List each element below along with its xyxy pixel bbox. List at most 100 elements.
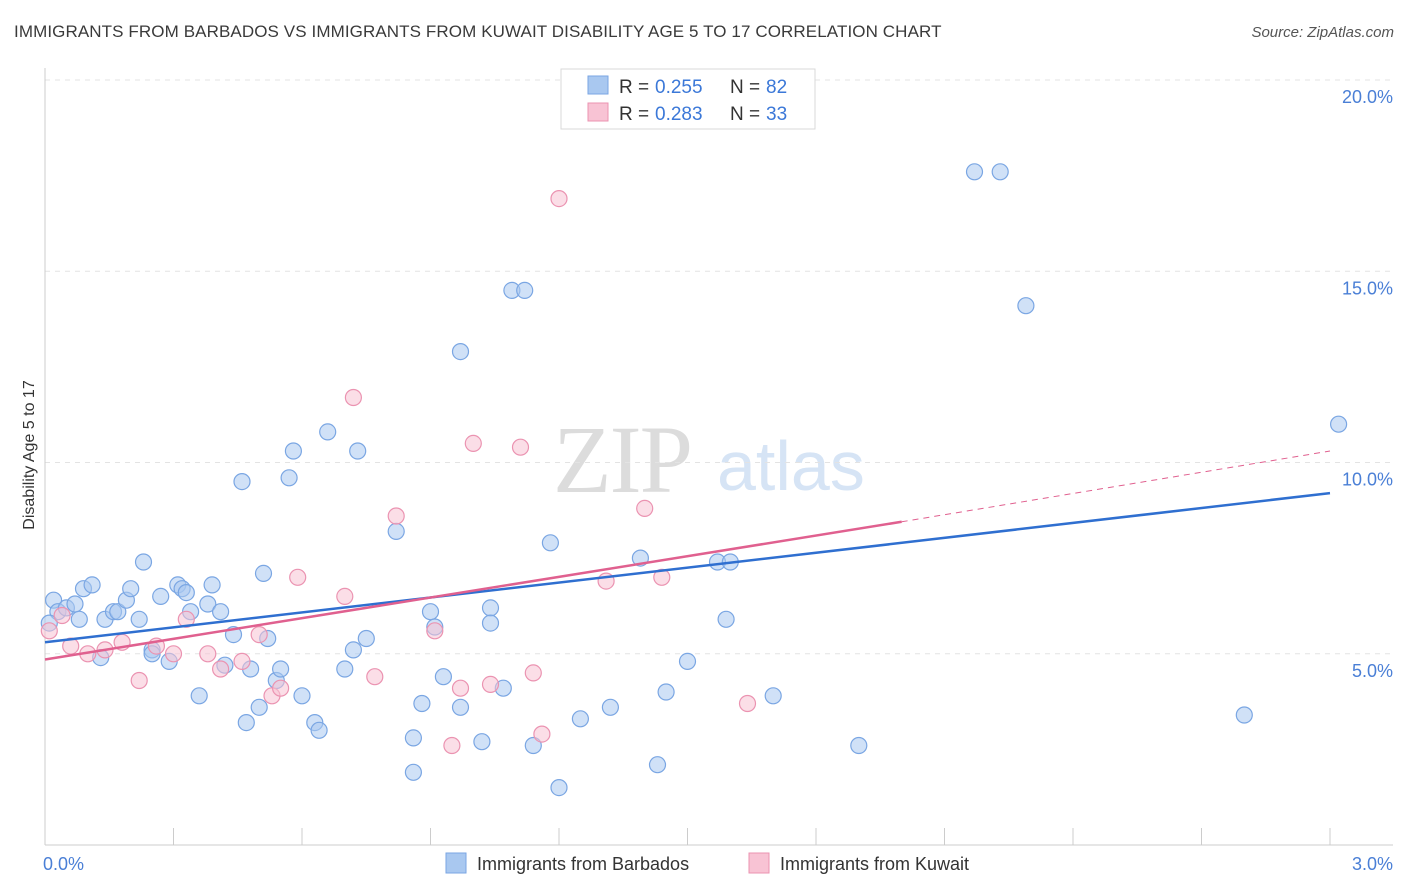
x-tick-label-min: 0.0% <box>43 854 84 874</box>
kuwait-point <box>233 652 251 671</box>
barbados-point <box>199 595 217 613</box>
legend-r-value-kuwait: 0.283 <box>655 104 703 125</box>
kuwait-point <box>289 568 307 586</box>
legend-n-label-barbados: N = <box>730 77 760 98</box>
barbados-point <box>254 564 273 583</box>
legend: R = 0.255 N = 82 R = 0.283 N = 33 <box>560 68 816 130</box>
barbados-point <box>1329 415 1348 433</box>
bottom-legend-swatch-kuwait <box>748 852 770 874</box>
barbados-point <box>250 698 268 716</box>
kuwait-point <box>344 388 362 407</box>
barbados-point <box>678 652 697 671</box>
bottom-legend-label-kuwait: Immigrants from Kuwait <box>780 854 969 874</box>
x-tick-marks <box>44 828 1331 845</box>
y-axis-title: Disability Age 5 to 17 <box>21 380 38 530</box>
barbados-point <box>122 580 140 598</box>
barbados-point <box>134 553 153 571</box>
barbados-point <box>421 603 440 621</box>
kuwait-point <box>443 736 461 755</box>
barbados-point <box>190 687 208 705</box>
barbados-point <box>481 614 500 632</box>
legend-swatch-barbados <box>587 75 609 95</box>
barbados-point <box>310 721 328 739</box>
kuwait-point <box>366 668 384 686</box>
kuwait-point <box>550 190 568 208</box>
x-tick-label-max: 3.0% <box>1352 854 1393 874</box>
legend-n-value-kuwait: 33 <box>766 104 787 125</box>
barbados-point <box>336 660 354 678</box>
barbados-point <box>404 763 422 781</box>
y-tick-label-15: 15.0% <box>1342 278 1393 298</box>
barbados-point <box>850 736 868 755</box>
barbados-point <box>657 683 675 701</box>
legend-r-label-kuwait: R = <box>619 104 649 125</box>
barbados-point <box>319 423 337 441</box>
barbados-point <box>387 522 405 541</box>
barbados-point <box>764 687 782 705</box>
kuwait-point <box>451 679 470 697</box>
barbados-point <box>524 736 542 755</box>
barbados-point <box>413 694 431 713</box>
kuwait-point <box>250 625 268 644</box>
trend-lines <box>44 450 1331 661</box>
barbados-point <box>293 687 311 705</box>
kuwait-point <box>738 694 757 713</box>
kuwait-point <box>636 499 654 517</box>
barbados-point <box>516 281 534 299</box>
kuwait-point <box>426 622 444 640</box>
barbados-point <box>130 610 148 628</box>
kuwait-point <box>653 568 671 586</box>
kuwait-point <box>40 622 58 640</box>
barbados-point <box>541 534 560 552</box>
barbados-point <box>451 698 470 716</box>
barbados-point <box>648 756 667 774</box>
barbados-point <box>66 595 84 613</box>
gridlines <box>45 79 1393 655</box>
barbados-point <box>349 442 367 460</box>
barbados-point <box>965 163 984 181</box>
legend-n-value-barbados: 82 <box>766 77 787 98</box>
legend-r-value-barbados: 0.255 <box>655 77 703 98</box>
barbados-trend-line <box>44 491 1331 644</box>
kuwait-point <box>464 434 482 452</box>
kuwait-point <box>387 507 405 525</box>
barbados-point <box>272 660 290 678</box>
watermark-atlas: atlas <box>717 427 865 505</box>
legend-swatch-kuwait <box>587 102 609 122</box>
barbados-point <box>451 343 470 361</box>
barbados-point <box>177 583 195 602</box>
kuwait-point <box>336 587 354 606</box>
barbados-point <box>1017 297 1035 315</box>
barbados-point <box>550 778 568 797</box>
barbados-point <box>284 442 302 460</box>
barbados-point <box>203 576 221 594</box>
y-tick-label-5: 5.0% <box>1352 661 1393 681</box>
barbados-point <box>473 733 491 751</box>
bottom-legend-label-barbados: Immigrants from Barbados <box>477 854 689 874</box>
kuwait-point <box>164 645 183 663</box>
barbados-point <box>344 641 362 659</box>
kuwait-point <box>199 645 217 663</box>
data-points <box>40 163 1348 797</box>
y-tick-label-20: 20.0% <box>1342 87 1393 107</box>
kuwait-trend-line <box>44 520 902 661</box>
kuwait-trend-extension <box>901 450 1331 523</box>
kuwait-point <box>177 610 195 628</box>
barbados-point <box>1235 706 1253 724</box>
chart-title: IMMIGRANTS FROM BARBADOS VS IMMIGRANTS F… <box>14 22 942 41</box>
kuwait-point <box>53 606 71 625</box>
kuwait-point <box>272 679 290 697</box>
kuwait-point <box>130 671 148 690</box>
bottom-legend-swatch-barbados <box>445 852 467 874</box>
barbados-point <box>601 698 620 716</box>
barbados-point <box>109 603 127 621</box>
y-tick-labels: 5.0% 10.0% 15.0% 20.0% <box>1342 87 1393 681</box>
barbados-point <box>717 610 735 628</box>
barbados-point <box>152 587 170 606</box>
bottom-legend: Immigrants from Barbados Immigrants from… <box>445 852 969 874</box>
barbados-point <box>233 473 251 491</box>
barbados-point <box>481 599 500 617</box>
kuwait-point <box>212 660 230 678</box>
barbados-point <box>571 710 590 728</box>
